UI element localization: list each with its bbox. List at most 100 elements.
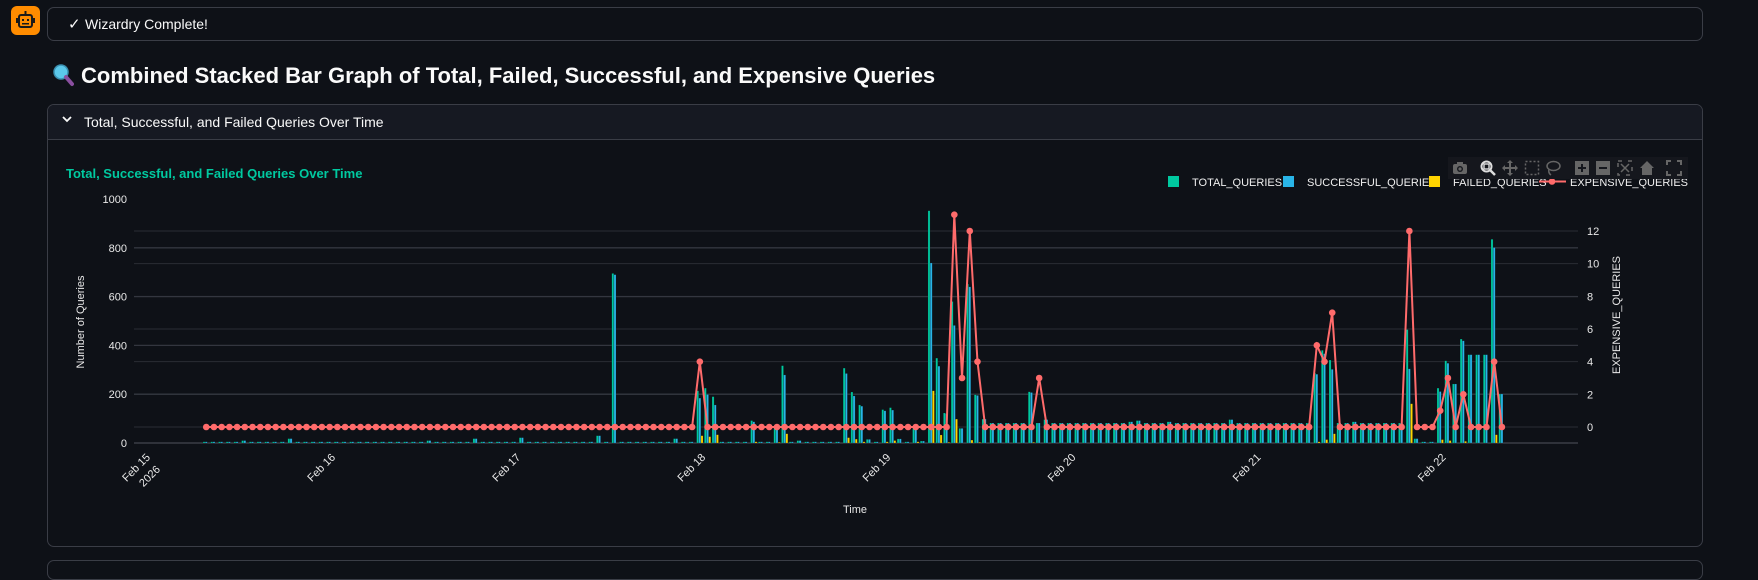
bar-total-queries[interactable] [958, 428, 962, 444]
bar-successful-queries[interactable] [960, 428, 964, 444]
bar-total-queries[interactable] [896, 438, 900, 444]
bar-total-queries[interactable] [210, 441, 214, 444]
bar-total-queries[interactable] [650, 441, 653, 444]
expensive-queries-point[interactable] [1220, 423, 1228, 431]
bar-total-queries[interactable] [1467, 354, 1471, 444]
bar-total-queries[interactable] [472, 438, 476, 444]
bar-successful-queries[interactable] [991, 422, 995, 444]
bar-total-queries[interactable] [464, 441, 468, 444]
bar-total-queries[interactable] [781, 365, 784, 444]
expensive-queries-point[interactable] [1128, 423, 1136, 431]
bar-successful-queries[interactable] [1192, 422, 1195, 444]
bar-successful-queries[interactable] [289, 438, 293, 444]
bar-successful-queries[interactable] [1022, 422, 1026, 444]
bar-total-queries[interactable] [966, 283, 969, 444]
expensive-queries-point[interactable] [1382, 423, 1390, 431]
expensive-queries-point[interactable] [465, 423, 472, 431]
bar-total-queries[interactable] [1413, 438, 1417, 444]
expensive-queries-point[interactable] [1298, 423, 1305, 431]
bar-successful-queries[interactable] [1199, 422, 1203, 444]
bar-total-queries[interactable] [742, 441, 746, 444]
bar-successful-queries[interactable] [775, 428, 779, 444]
bar-total-queries[interactable] [542, 441, 545, 444]
bar-successful-queries[interactable] [428, 440, 432, 444]
expensive-queries-point[interactable] [449, 423, 457, 431]
expensive-queries-point[interactable] [1467, 423, 1475, 431]
expensive-queries-point[interactable] [1143, 423, 1151, 431]
expensive-queries-point[interactable] [334, 423, 341, 431]
bar-total-queries[interactable] [680, 441, 684, 444]
expensive-queries-point[interactable] [1413, 423, 1421, 431]
expensive-queries-point[interactable] [981, 423, 989, 431]
bar-successful-queries[interactable] [798, 440, 802, 444]
expensive-queries-point[interactable] [256, 423, 264, 431]
expensive-queries-point[interactable] [1020, 423, 1028, 431]
expensive-queries-point[interactable] [627, 423, 634, 431]
expensive-queries-point[interactable] [1190, 423, 1197, 431]
bar-total-queries[interactable] [1081, 422, 1085, 444]
expensive-queries-point[interactable] [1290, 423, 1297, 431]
bar-failed-queries[interactable] [785, 433, 789, 444]
bar-successful-queries[interactable] [729, 441, 732, 444]
expensive-queries-point[interactable] [1159, 423, 1166, 431]
bar-total-queries[interactable] [1421, 441, 1424, 444]
bar-total-queries[interactable] [357, 441, 360, 444]
expensive-queries-point[interactable] [1490, 358, 1498, 365]
bar-failed-queries[interactable] [1317, 441, 1321, 444]
expensive-queries-point[interactable] [673, 423, 680, 431]
bar-successful-queries[interactable] [683, 441, 686, 444]
fullscreen-icon[interactable] [1666, 160, 1682, 176]
bar-successful-queries[interactable] [258, 441, 262, 444]
bar-successful-queries[interactable] [914, 429, 918, 444]
bar-successful-queries[interactable] [814, 441, 817, 444]
bar-successful-queries[interactable] [667, 441, 671, 444]
expensive-queries-point[interactable] [341, 423, 349, 431]
expensive-queries-point[interactable] [1043, 423, 1051, 431]
bar-successful-queries[interactable] [1392, 422, 1396, 444]
bar-successful-queries[interactable] [482, 441, 486, 444]
bar-total-queries[interactable] [364, 441, 368, 444]
bar-total-queries[interactable] [1012, 422, 1016, 444]
bar-total-queries[interactable] [1128, 421, 1131, 444]
autoscale-icon[interactable] [1617, 160, 1633, 176]
bar-total-queries[interactable] [318, 441, 322, 444]
bar-failed-queries[interactable] [970, 439, 974, 444]
expensive-queries-point[interactable] [1005, 423, 1012, 431]
bar-successful-queries[interactable] [1153, 422, 1157, 444]
bar-total-queries[interactable] [534, 441, 537, 444]
bar-total-queries[interactable] [287, 438, 291, 444]
bar-total-queries[interactable] [256, 441, 260, 444]
bar-total-queries[interactable] [225, 441, 229, 444]
expensive-queries-point[interactable] [642, 423, 650, 431]
expensive-queries-point[interactable] [1035, 374, 1043, 382]
bar-successful-queries[interactable] [1215, 422, 1218, 444]
bar-successful-queries[interactable] [760, 441, 763, 444]
bar-total-queries[interactable] [819, 441, 823, 444]
bar-successful-queries[interactable] [582, 441, 586, 444]
bar-successful-queries[interactable] [1477, 354, 1481, 444]
expensive-queries-point[interactable] [434, 423, 441, 431]
bar-total-queries[interactable] [1344, 422, 1347, 444]
bar-total-queries[interactable] [1027, 391, 1031, 444]
expensive-queries-point[interactable] [1251, 423, 1259, 431]
bar-successful-queries[interactable] [1168, 421, 1172, 444]
expensive-queries-point[interactable] [372, 423, 380, 431]
expensive-queries-point[interactable] [1452, 423, 1459, 431]
expensive-queries-point[interactable] [665, 423, 673, 431]
bar-successful-queries[interactable] [1384, 422, 1388, 444]
expensive-queries-point[interactable] [796, 423, 804, 431]
bar-total-queries[interactable] [1159, 422, 1162, 444]
bar-successful-queries[interactable] [1037, 422, 1041, 444]
legend-item-failed[interactable]: FAILED_QUERIES [1429, 176, 1547, 189]
bar-total-queries[interactable] [796, 440, 800, 444]
bar-total-queries[interactable] [719, 441, 723, 444]
expensive-queries-point[interactable] [1390, 423, 1398, 431]
expensive-queries-point[interactable] [202, 423, 210, 431]
bar-total-queries[interactable] [657, 441, 661, 444]
bar-total-queries[interactable] [426, 440, 430, 444]
bar-total-queries[interactable] [395, 441, 399, 444]
expensive-queries-point[interactable] [750, 423, 758, 431]
camera-icon[interactable] [1452, 160, 1468, 176]
expensive-queries-point[interactable] [1228, 423, 1236, 431]
bar-total-queries[interactable] [1197, 422, 1201, 444]
